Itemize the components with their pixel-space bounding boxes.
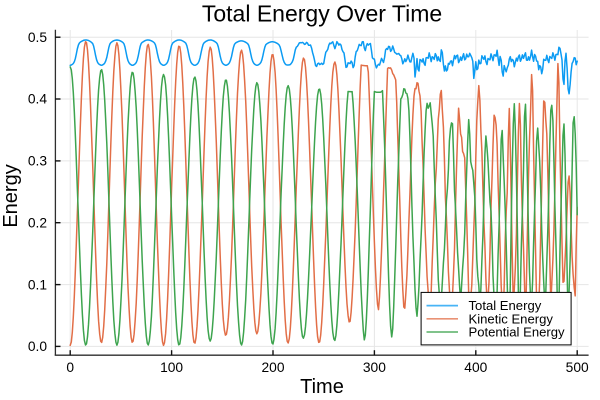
svg-text:Potential Energy: Potential Energy: [469, 325, 566, 340]
svg-text:200: 200: [261, 360, 284, 375]
svg-text:Total Energy: Total Energy: [469, 298, 542, 313]
svg-text:400: 400: [464, 360, 487, 375]
svg-text:100: 100: [160, 360, 183, 375]
svg-text:0.3: 0.3: [28, 154, 48, 169]
svg-text:0.5: 0.5: [28, 30, 48, 45]
svg-text:0.0: 0.0: [28, 339, 48, 354]
svg-text:Time: Time: [300, 376, 344, 398]
svg-text:Kinetic Energy: Kinetic Energy: [469, 311, 554, 326]
svg-text:Energy: Energy: [0, 164, 22, 227]
svg-text:0.2: 0.2: [28, 215, 47, 230]
svg-text:0.4: 0.4: [28, 92, 48, 107]
svg-text:500: 500: [566, 360, 589, 375]
svg-text:0: 0: [66, 360, 74, 375]
svg-text:0.1: 0.1: [28, 277, 47, 292]
svg-text:300: 300: [363, 360, 386, 375]
svg-text:Total Energy Over Time: Total Energy Over Time: [202, 1, 442, 27]
